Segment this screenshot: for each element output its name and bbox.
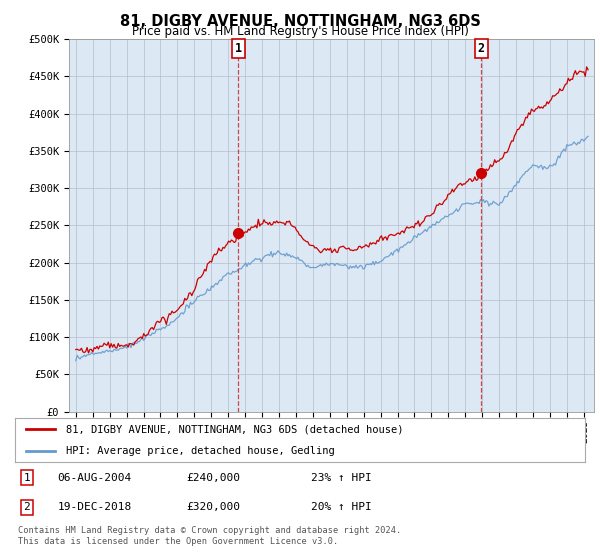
Text: 81, DIGBY AVENUE, NOTTINGHAM, NG3 6DS: 81, DIGBY AVENUE, NOTTINGHAM, NG3 6DS [119,14,481,29]
Text: 1: 1 [23,473,30,483]
Text: 2: 2 [478,43,485,55]
Text: £240,000: £240,000 [186,473,240,483]
Text: 23% ↑ HPI: 23% ↑ HPI [311,473,372,483]
Text: Price paid vs. HM Land Registry's House Price Index (HPI): Price paid vs. HM Land Registry's House … [131,25,469,38]
Text: 81, DIGBY AVENUE, NOTTINGHAM, NG3 6DS (detached house): 81, DIGBY AVENUE, NOTTINGHAM, NG3 6DS (d… [66,424,404,434]
Text: £320,000: £320,000 [186,502,240,512]
Text: 19-DEC-2018: 19-DEC-2018 [58,502,132,512]
Text: 1: 1 [235,43,242,55]
Text: 2: 2 [23,502,30,512]
Text: HPI: Average price, detached house, Gedling: HPI: Average price, detached house, Gedl… [66,446,335,456]
Text: Contains HM Land Registry data © Crown copyright and database right 2024.
This d: Contains HM Land Registry data © Crown c… [18,526,401,546]
Text: 20% ↑ HPI: 20% ↑ HPI [311,502,372,512]
Text: 06-AUG-2004: 06-AUG-2004 [58,473,132,483]
